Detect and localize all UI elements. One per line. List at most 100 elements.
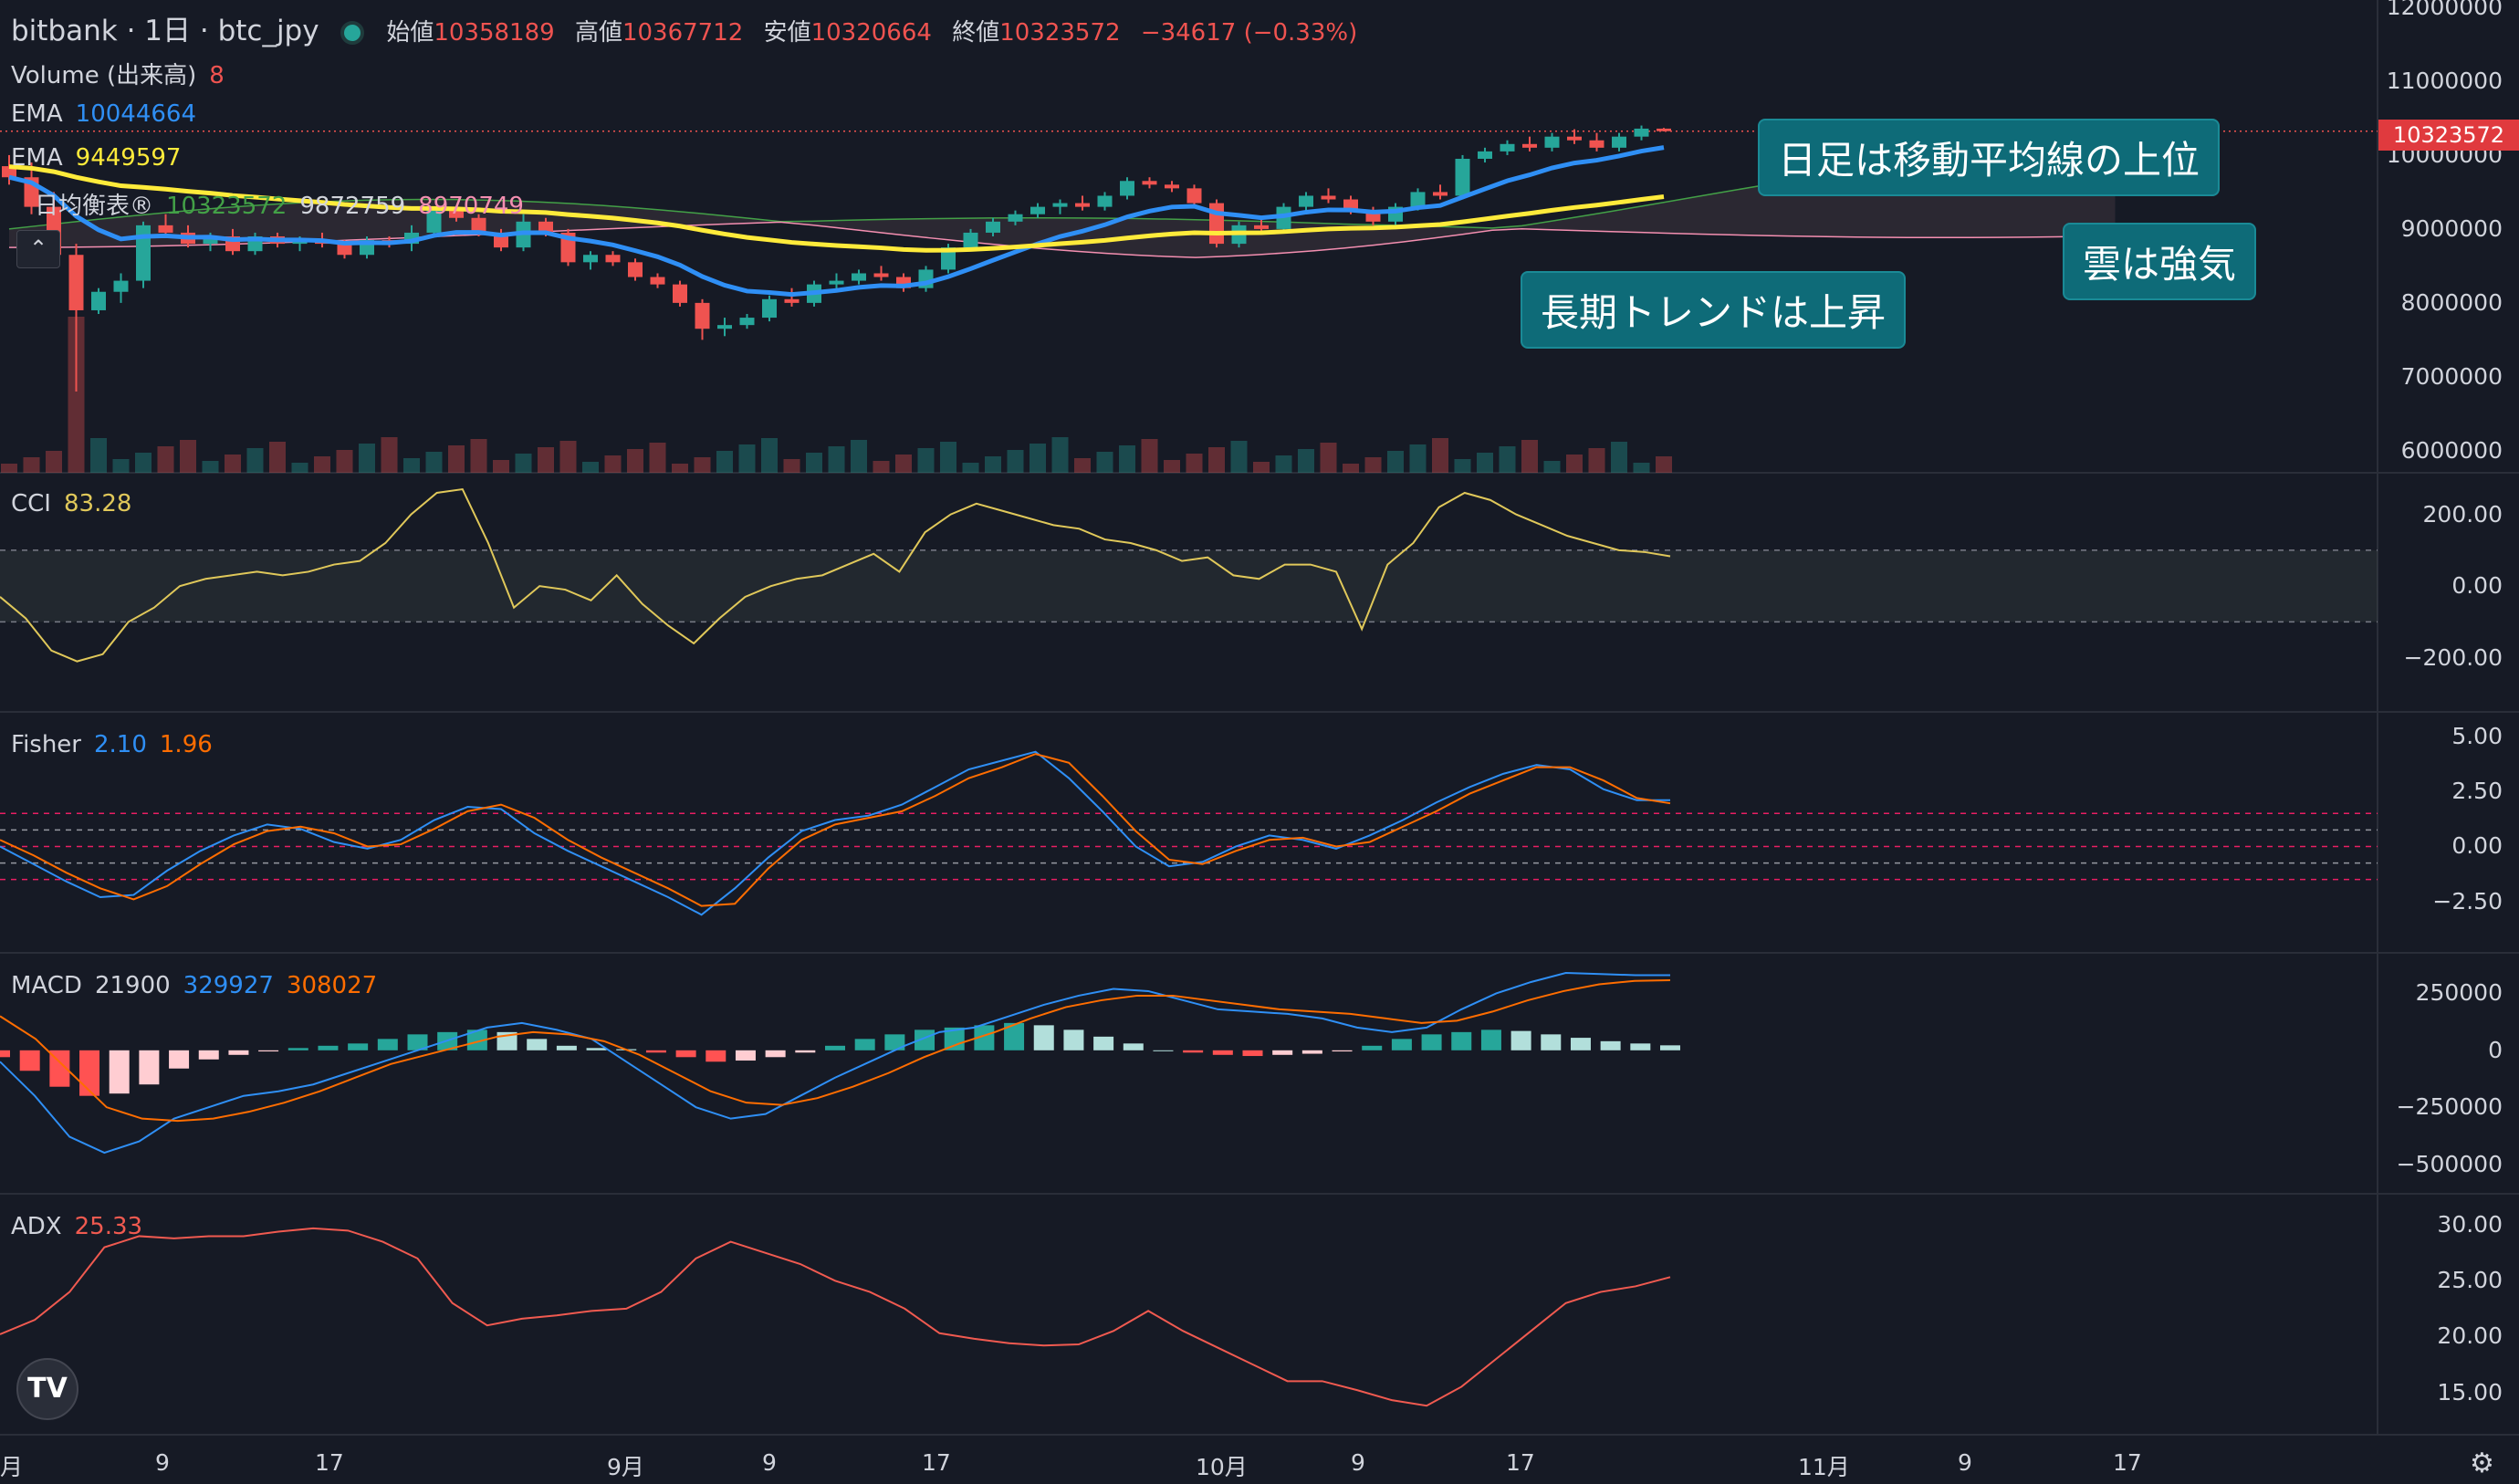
- candle-body: [1008, 214, 1023, 222]
- macd-histogram-bar: [1510, 1030, 1531, 1050]
- axis-tick-label: −250000: [2396, 1093, 2503, 1121]
- candle-body: [1410, 192, 1426, 207]
- tradingview-logo-icon[interactable]: TV: [16, 1358, 78, 1420]
- volume-bar: [336, 450, 353, 473]
- ohlc-values: 始値10358189 高値10367712 安値10320664 終値10323…: [386, 19, 1370, 47]
- cci-value: 83.28: [63, 490, 132, 517]
- adx-legend[interactable]: ADX 25.33: [11, 1213, 155, 1240]
- time-tick-label: 17: [2113, 1449, 2142, 1476]
- volume-bar: [448, 445, 465, 473]
- ichimoku-cloud: [9, 141, 2116, 258]
- macd-pane: [0, 971, 1680, 1155]
- macd-histogram-bar: [527, 1039, 548, 1050]
- volume-bar: [180, 440, 196, 473]
- candle-body: [1030, 206, 1045, 214]
- macd-line: [0, 971, 1671, 1155]
- macd-legend[interactable]: MACD 21900 329927 308027: [11, 972, 390, 999]
- macd-histogram-bar: [825, 1045, 845, 1050]
- cci-band: [0, 549, 2378, 622]
- axis-tick-label: 20.00: [2437, 1322, 2503, 1350]
- axis-tick-label: 200.00: [2422, 500, 2503, 528]
- candle-body: [538, 221, 553, 233]
- volume-label: Volume (出来高): [11, 62, 197, 89]
- volume-bar: [985, 456, 1001, 473]
- macd-histogram-bar: [1153, 1050, 1174, 1051]
- volume-bar: [1499, 446, 1516, 473]
- ichimoku-legend[interactable]: 日均衡表® 10323572 9872759 8970749: [35, 187, 537, 221]
- macd-histogram-bar: [109, 1050, 130, 1094]
- macd-histogram-bar: [1063, 1029, 1084, 1050]
- high-value: 10367712: [622, 19, 744, 47]
- time-tick-label: 17: [1506, 1449, 1535, 1476]
- volume-bar: [135, 453, 152, 473]
- volume-bar: [1, 464, 17, 473]
- volume-bar: [1275, 455, 1292, 473]
- axis-tick-label: 11000000: [2386, 67, 2503, 94]
- volume-bar: [1230, 441, 1248, 473]
- candle-body: [1544, 136, 1560, 148]
- candle-body: [829, 280, 844, 285]
- volume-bar: [1119, 445, 1135, 473]
- fisher-label: Fisher: [11, 731, 81, 758]
- candle-body: [1120, 181, 1134, 196]
- macd-histogram-bar: [1541, 1034, 1562, 1050]
- axis-tick-label: 6000000: [2400, 436, 2503, 464]
- volume-bar: [1320, 443, 1337, 473]
- macd-histogram-bar: [79, 1050, 100, 1096]
- settings-gear-icon[interactable]: ⚙: [2470, 1447, 2494, 1479]
- volume-bar: [291, 463, 308, 473]
- low-value: 10320664: [810, 19, 932, 47]
- volume-bar: [649, 443, 666, 473]
- macd-v1: 21900: [94, 972, 171, 999]
- volume-legend[interactable]: Volume (出来高) 8: [11, 57, 237, 90]
- candle-body: [91, 291, 106, 310]
- macd-histogram-bar: [884, 1034, 905, 1050]
- macd-histogram-bar: [1421, 1034, 1442, 1050]
- macd-label: MACD: [11, 972, 82, 999]
- axis-tick-label: 0: [2488, 1036, 2503, 1063]
- symbol-title[interactable]: bitbank · 1日 · btc_jpy: [11, 15, 319, 47]
- volume-bar: [470, 439, 487, 473]
- axis-tick-label: 0.00: [2451, 832, 2503, 860]
- volume-value: 8: [209, 62, 225, 89]
- volume-bar: [23, 457, 40, 473]
- time-tick-label: 10月: [1196, 1454, 1248, 1480]
- macd-histogram-bar: [1272, 1050, 1293, 1055]
- macd-histogram-bar: [915, 1029, 935, 1050]
- volume-bar: [359, 444, 375, 473]
- adx-label: ADX: [11, 1213, 62, 1240]
- candle-body: [1299, 195, 1313, 207]
- volume-bar: [828, 446, 845, 473]
- ema1-legend[interactable]: EMA 10044664: [11, 100, 209, 128]
- volume-bar: [90, 438, 107, 473]
- ema2-legend[interactable]: EMA 9449597: [11, 144, 193, 172]
- macd-histogram-bar: [1332, 1050, 1353, 1052]
- candle-body: [1634, 128, 1649, 137]
- candle-body: [583, 255, 598, 263]
- volume-bar: [694, 457, 711, 473]
- open-value: 10358189: [434, 19, 555, 47]
- macd-histogram-bar: [19, 1050, 40, 1071]
- ema2-value: 9449597: [75, 144, 182, 172]
- volume-bar: [1298, 449, 1314, 473]
- ichimoku-v2: 9872759: [299, 193, 406, 220]
- collapse-legend-button[interactable]: ⌃: [16, 230, 60, 268]
- fisher-pane: [0, 750, 2378, 916]
- candle-body: [1612, 136, 1626, 148]
- macd-histogram-bar: [1480, 1029, 1501, 1050]
- macd-histogram-bar: [1183, 1050, 1204, 1053]
- macd-histogram-bar: [287, 1048, 308, 1050]
- ema1-value: 10044664: [75, 100, 196, 128]
- volume-bar: [1051, 437, 1069, 473]
- open-label: 始値: [386, 19, 434, 47]
- macd-histogram-bar: [169, 1050, 190, 1069]
- last-price-tag: 10323572: [2378, 120, 2519, 151]
- volume-bar: [1074, 458, 1091, 473]
- fisher-legend[interactable]: Fisher 2.10 1.96: [11, 731, 225, 758]
- candle-body: [1522, 143, 1537, 148]
- cci-legend[interactable]: CCI 83.28: [11, 490, 144, 517]
- volume-bar: [202, 461, 219, 473]
- axis-tick-label: −500000: [2396, 1150, 2503, 1177]
- fisher-v1: 2.10: [94, 731, 147, 758]
